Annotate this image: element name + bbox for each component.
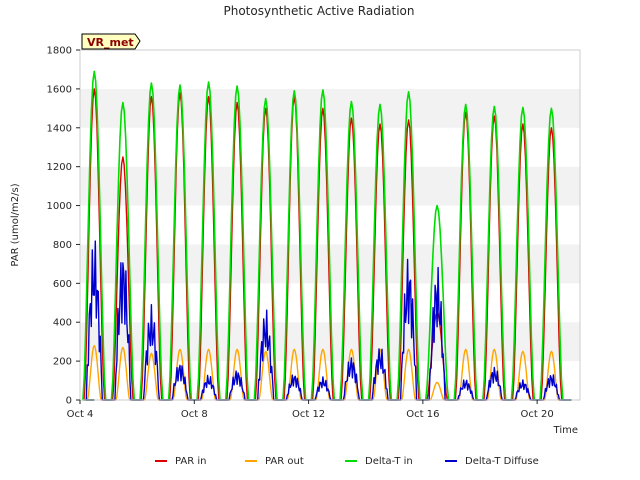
legend-label: PAR in <box>175 456 206 467</box>
y-tick-label: 0 <box>66 396 72 407</box>
series-line-delta-t-diffuse <box>85 240 572 401</box>
badge-label: VR_met <box>87 36 134 49</box>
vr-met-badge: VR_met <box>81 33 141 50</box>
legend: PAR in PAR out Delta-T in Delta-T Diffuse <box>155 456 539 467</box>
series-layer <box>82 70 572 401</box>
grid-bands <box>80 50 580 400</box>
y-tick-label: 200 <box>53 357 72 368</box>
y-tick-label: 800 <box>53 240 72 251</box>
y-tick-label: 600 <box>53 279 72 290</box>
x-axis-label: Time <box>553 425 578 436</box>
y-tick-label: 1600 <box>47 84 72 95</box>
y-tick-label: 1000 <box>47 201 72 212</box>
legend-label: Delta-T in <box>365 456 413 467</box>
y-tick-label: 1400 <box>47 123 72 134</box>
x-tick-label: Oct 4 <box>67 409 94 420</box>
x-tick-label: Oct 16 <box>406 409 439 420</box>
x-tick-label: Oct 8 <box>181 409 208 420</box>
x-tick-label: Oct 20 <box>521 409 554 420</box>
x-axis: Oct 4 Oct 8 Oct 12 Oct 16 Oct 20 <box>67 400 554 420</box>
y-axis-label: PAR (umol/m2/s) <box>10 183 21 266</box>
x-tick-label: Oct 12 <box>292 409 325 420</box>
y-axis: 0 200 400 600 800 1000 1200 1400 1600 1800 <box>47 46 80 407</box>
grid-band <box>80 50 580 89</box>
y-tick-label: 400 <box>53 318 72 329</box>
y-tick-label: 1200 <box>47 162 72 173</box>
grid-band <box>80 205 580 245</box>
series-line-delta-t-in <box>82 70 572 401</box>
series-line-par-in <box>83 88 572 401</box>
chart-title: Photosynthetic Active Radiation <box>224 4 415 18</box>
plot-frame <box>79 49 581 401</box>
grid-band <box>80 166 580 206</box>
y-tick-label: 1800 <box>47 46 72 57</box>
legend-label: PAR out <box>265 456 304 467</box>
legend-label: Delta-T Diffuse <box>465 456 539 467</box>
